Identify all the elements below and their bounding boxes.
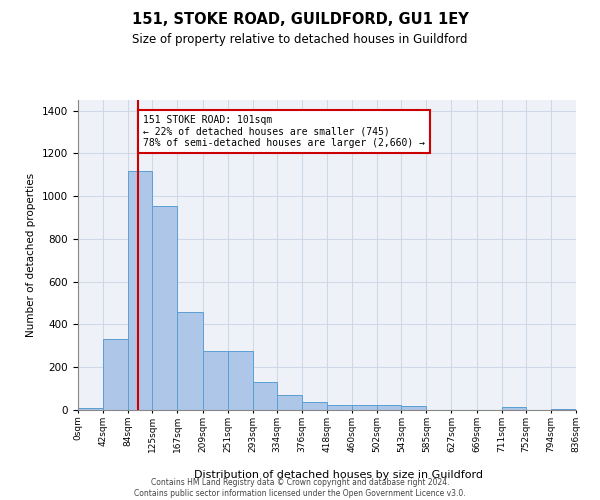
Bar — [253, 382, 277, 410]
Text: 151 STOKE ROAD: 101sqm
← 22% of detached houses are smaller (745)
78% of semi-de: 151 STOKE ROAD: 101sqm ← 22% of detached… — [143, 115, 425, 148]
Bar — [203, 351, 227, 410]
Bar — [178, 312, 203, 410]
Bar — [78, 408, 103, 410]
Bar — [401, 406, 427, 410]
Bar — [302, 402, 327, 410]
Text: Distribution of detached houses by size in Guildford: Distribution of detached houses by size … — [194, 470, 484, 480]
Text: Contains HM Land Registry data © Crown copyright and database right 2024.
Contai: Contains HM Land Registry data © Crown c… — [134, 478, 466, 498]
Text: Size of property relative to detached houses in Guildford: Size of property relative to detached ho… — [132, 32, 468, 46]
Bar — [352, 404, 377, 410]
Y-axis label: Number of detached properties: Number of detached properties — [26, 173, 37, 337]
Bar — [551, 409, 576, 410]
Bar — [277, 395, 302, 410]
Bar — [377, 406, 401, 410]
Bar — [327, 406, 352, 410]
Bar — [227, 351, 253, 410]
Bar — [502, 408, 526, 410]
Bar — [128, 170, 152, 410]
Bar — [103, 340, 128, 410]
Text: 151, STOKE ROAD, GUILDFORD, GU1 1EY: 151, STOKE ROAD, GUILDFORD, GU1 1EY — [131, 12, 469, 28]
Bar — [152, 206, 178, 410]
